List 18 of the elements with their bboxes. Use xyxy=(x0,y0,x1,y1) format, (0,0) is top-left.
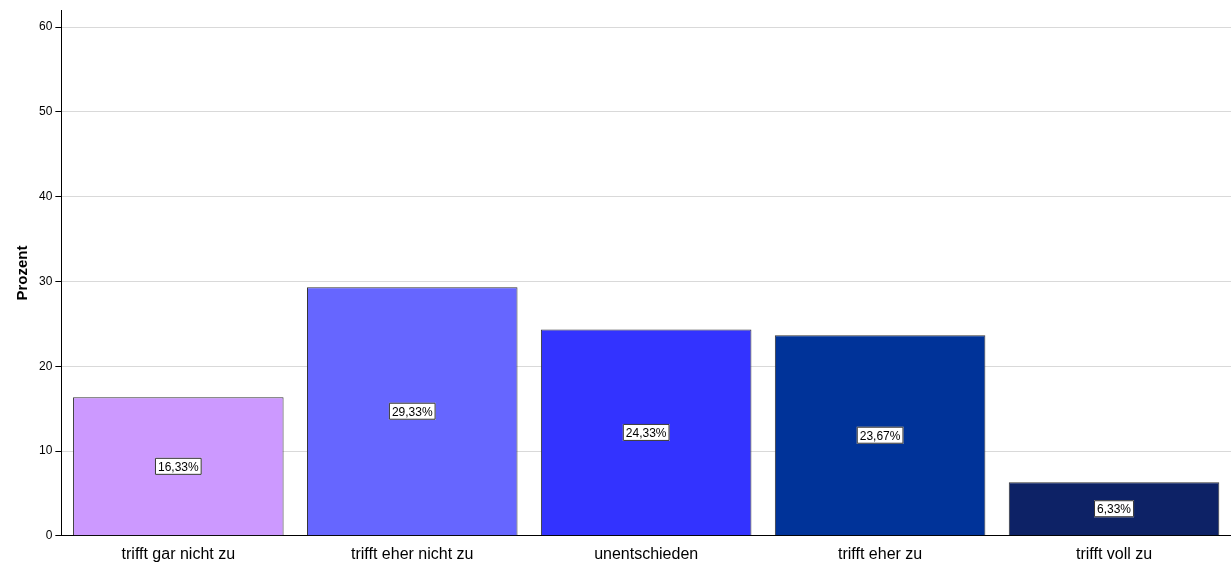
y-tick-label: 50 xyxy=(38,104,53,119)
y-tick-label: 10 xyxy=(38,443,53,458)
y-tick-label: 40 xyxy=(38,189,53,204)
data-label: 29,33% xyxy=(391,404,433,419)
data-label: 6,33% xyxy=(1097,502,1132,517)
y-axis-title: Prozent xyxy=(13,245,31,301)
x-tick-label: trifft voll zu xyxy=(1075,544,1153,562)
y-tick-label: 0 xyxy=(45,528,53,543)
x-tick-label: trifft eher nicht zu xyxy=(351,544,474,562)
data-label: 16,33% xyxy=(157,459,199,474)
x-tick-label: unentschieden xyxy=(594,544,699,562)
y-tick-label: 30 xyxy=(38,273,53,288)
x-tick-label: trifft eher zu xyxy=(838,544,923,562)
y-tick-label: 60 xyxy=(38,19,53,34)
data-label: 23,67% xyxy=(859,428,901,443)
x-tick-label: trifft gar nicht zu xyxy=(121,544,236,562)
y-tick-label: 20 xyxy=(38,358,53,373)
data-label: 24,33% xyxy=(625,425,667,440)
